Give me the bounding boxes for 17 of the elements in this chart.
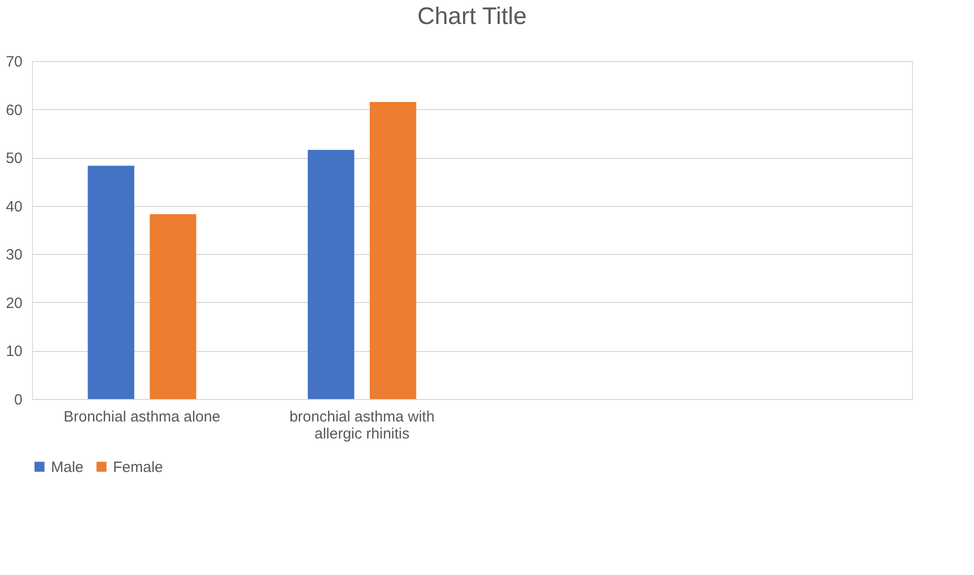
x-tick-label: Bronchial asthma alone	[64, 408, 220, 426]
y-tick-label: 10	[6, 343, 22, 360]
y-tick-label: 40	[6, 198, 22, 216]
y-tick-label: 20	[6, 294, 22, 312]
legend-label: Female	[113, 458, 164, 476]
y-tick-label: 50	[6, 150, 22, 168]
y-tick-label: 70	[6, 54, 22, 70]
y-tick-label: 30	[6, 246, 22, 264]
bar	[370, 102, 416, 399]
chart-title: Chart Title	[417, 3, 527, 30]
legend-label: Male	[51, 458, 84, 476]
y-tick-label: 0	[14, 392, 22, 408]
x-tick-label: bronchial asthma with allergic rhinitis	[289, 408, 435, 442]
y-tick-label: 60	[6, 102, 22, 119]
bar	[88, 166, 134, 399]
bar	[150, 214, 196, 399]
bar	[308, 150, 354, 399]
